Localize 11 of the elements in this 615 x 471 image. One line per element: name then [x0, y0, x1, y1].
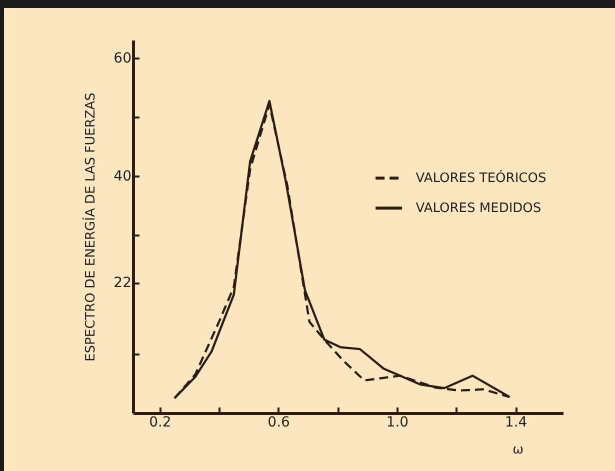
y-tick-label: 22: [114, 275, 132, 292]
x-axis-title: ω: [512, 442, 524, 458]
legend-label: VALORES TEÓRICOS: [416, 169, 546, 186]
x-tick-label: 0.2: [149, 414, 172, 430]
y-tick-label: 60: [114, 50, 132, 66]
y-tick-label: 40: [114, 168, 132, 185]
x-tick-label: 1.0: [386, 414, 409, 430]
y-axis-title: ESPECTRO DE ENERGÍA DE LAS FUERZAS: [82, 92, 99, 362]
x-tick-label: 0.6: [268, 414, 290, 430]
x-tick-label: 1.4: [504, 414, 528, 430]
legend-label: VALORES MEDIDOS: [416, 201, 542, 216]
